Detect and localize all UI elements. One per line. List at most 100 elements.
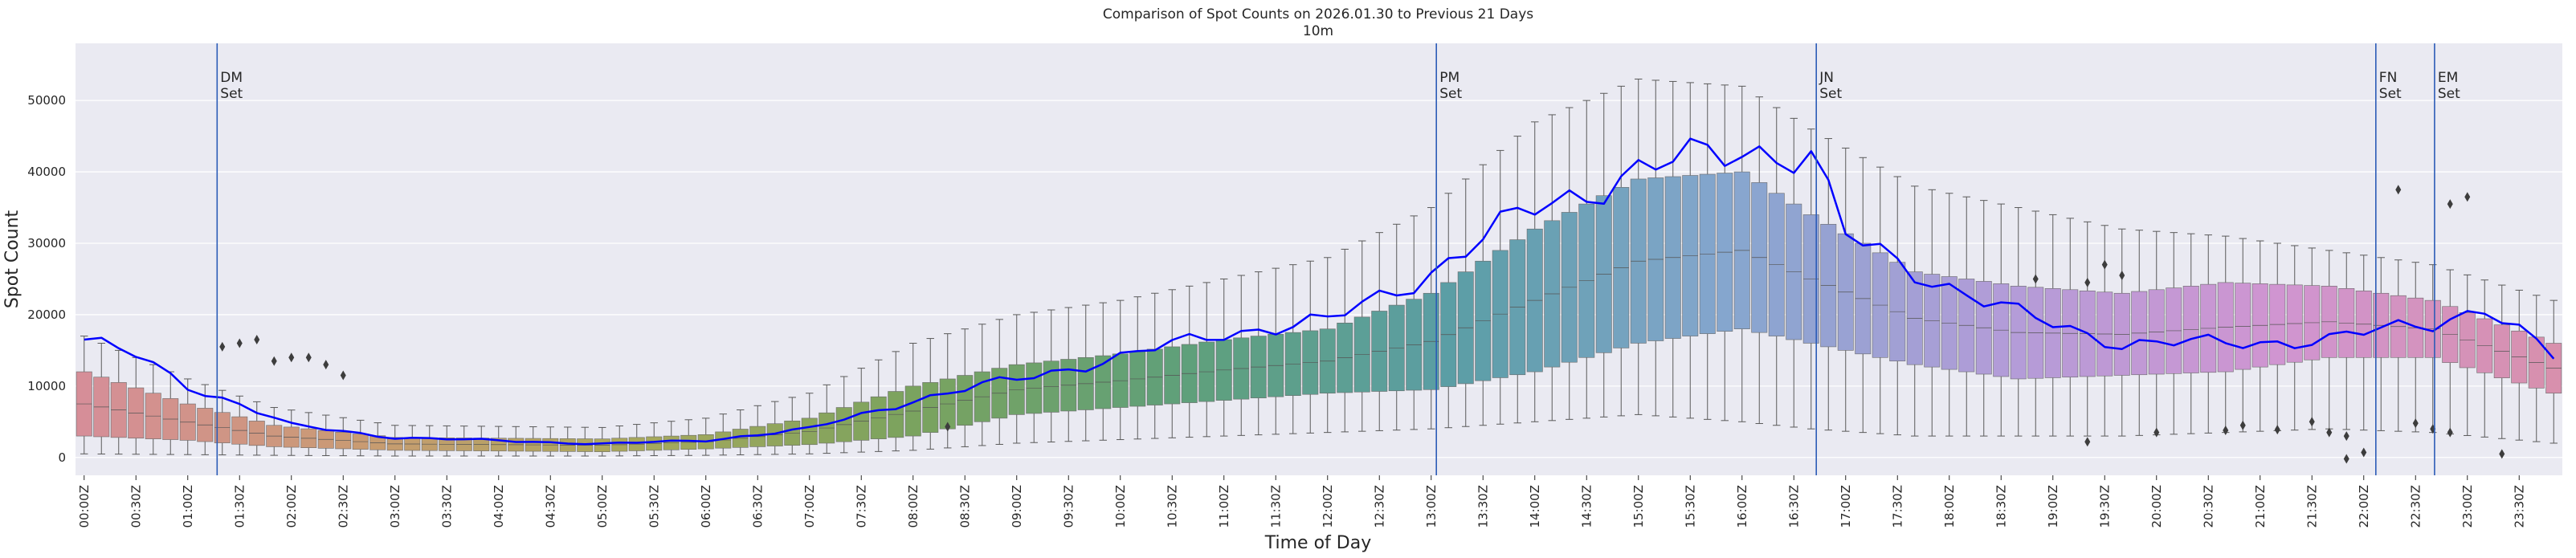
box-bin bbox=[266, 407, 283, 456]
x-tick-label: 19:30Z bbox=[2097, 485, 2112, 528]
box-bin bbox=[904, 342, 921, 451]
box-bin bbox=[1613, 85, 1630, 417]
box-bin bbox=[2166, 232, 2182, 435]
outlier-point bbox=[2361, 447, 2367, 458]
box-bin bbox=[819, 384, 835, 454]
x-tick-label: 08:30Z bbox=[957, 485, 972, 528]
box-bin bbox=[1319, 257, 1336, 434]
box-bin bbox=[1837, 147, 1854, 432]
box-bin bbox=[1595, 92, 1612, 417]
x-tick-label: 09:00Z bbox=[1010, 485, 1024, 528]
box-bin bbox=[2338, 252, 2355, 430]
box-bin bbox=[1129, 296, 1146, 440]
box-bin bbox=[283, 409, 300, 456]
outlier-point bbox=[2412, 418, 2419, 429]
box-bin bbox=[110, 349, 127, 455]
plot-area bbox=[76, 43, 2562, 475]
x-tick-label: 14:30Z bbox=[1579, 485, 1594, 528]
box-bin bbox=[1855, 157, 1872, 434]
boxes bbox=[76, 78, 2562, 457]
box-bin bbox=[1786, 117, 1802, 428]
box-bin bbox=[1872, 166, 1888, 434]
box-bin bbox=[559, 426, 576, 457]
box-bin bbox=[2286, 245, 2303, 431]
y-tick-label: 20000 bbox=[27, 308, 66, 322]
outlier-point bbox=[2464, 192, 2471, 202]
box-bin bbox=[1337, 248, 1353, 433]
box-bin bbox=[1268, 267, 1284, 435]
box-bin bbox=[2355, 255, 2372, 431]
y-tick-label: 30000 bbox=[27, 236, 66, 250]
box-bin bbox=[888, 351, 904, 452]
today-series bbox=[84, 137, 2555, 446]
box-bin bbox=[2131, 230, 2148, 436]
y-tick-label: 40000 bbox=[27, 165, 66, 179]
box-bin bbox=[1060, 307, 1077, 442]
x-tick-label: 10:30Z bbox=[1165, 485, 1179, 528]
x-tick-label: 18:00Z bbox=[1942, 485, 1957, 528]
box-bin bbox=[1993, 203, 2010, 437]
box-bin bbox=[2269, 242, 2286, 431]
box-bin bbox=[490, 426, 507, 457]
marker-label: FN bbox=[2379, 70, 2398, 86]
box-bin bbox=[1406, 215, 1423, 430]
box-bin bbox=[991, 319, 1008, 445]
x-tick-label: 08:00Z bbox=[906, 485, 921, 528]
x-axis-label: Time of Day bbox=[1264, 533, 1371, 553]
outlier-point bbox=[2343, 431, 2349, 442]
box-bin bbox=[162, 371, 179, 455]
x-tick-label: 11:30Z bbox=[1268, 485, 1283, 528]
outlier-point bbox=[323, 360, 329, 370]
box-bin bbox=[1043, 309, 1059, 443]
x-tick-label: 03:30Z bbox=[439, 485, 454, 528]
marker-label: EM bbox=[2438, 70, 2458, 86]
x-tick-label: 19:00Z bbox=[2046, 485, 2060, 528]
box-bin bbox=[2442, 269, 2459, 435]
x-tick-label: 02:30Z bbox=[336, 485, 350, 528]
marker-label: JN bbox=[1819, 70, 1834, 86]
box-bin bbox=[1802, 128, 1819, 430]
x-tick-label: 15:00Z bbox=[1631, 485, 1646, 528]
box-bin bbox=[2476, 279, 2493, 438]
outlier-point bbox=[2395, 185, 2402, 195]
box-bin bbox=[1233, 275, 1250, 436]
box-bin bbox=[386, 425, 403, 457]
outlier-point bbox=[945, 422, 951, 432]
box-bin bbox=[1941, 193, 1958, 437]
outlier-point bbox=[271, 356, 277, 366]
box-bin bbox=[2545, 299, 2562, 444]
box-bin bbox=[2459, 274, 2476, 436]
box-bin bbox=[2113, 228, 2130, 437]
outlier-point bbox=[2084, 277, 2091, 287]
outlier-point bbox=[2447, 199, 2453, 210]
box-bin bbox=[128, 356, 145, 455]
box-bin bbox=[1889, 176, 1906, 436]
outlier-point bbox=[305, 352, 312, 363]
outlier-point bbox=[2084, 437, 2091, 447]
outlier-point bbox=[2223, 425, 2229, 435]
box-bin bbox=[1630, 78, 1647, 415]
chart-title: Comparison of Spot Counts on 2026.01.30 … bbox=[1103, 6, 1533, 22]
box-bin bbox=[1475, 164, 1492, 426]
box-bin bbox=[1958, 196, 1975, 437]
x-tick-label: 12:30Z bbox=[1372, 485, 1386, 528]
outlier-point bbox=[2274, 425, 2280, 435]
x-tick-label: 14:00Z bbox=[1528, 485, 1542, 528]
box-bin bbox=[870, 359, 887, 452]
box-bin bbox=[248, 401, 265, 456]
box-bin bbox=[1302, 260, 1319, 434]
chart-subtitle: 10m bbox=[1303, 23, 1333, 39]
box-bin bbox=[663, 421, 680, 456]
box-bin bbox=[1492, 149, 1508, 425]
box-bin bbox=[2390, 259, 2407, 432]
y-axis-label: Spot Count bbox=[2, 210, 22, 308]
box-bin bbox=[1112, 299, 1129, 441]
box-bin bbox=[93, 342, 110, 454]
box-bin bbox=[749, 405, 766, 455]
marker-label: Set bbox=[220, 86, 243, 102]
box-bin bbox=[2511, 289, 2528, 441]
outlier-point bbox=[219, 341, 226, 352]
box-bin bbox=[646, 422, 663, 457]
outlier-point bbox=[2447, 427, 2453, 438]
x-tick-label: 21:30Z bbox=[2305, 485, 2319, 528]
